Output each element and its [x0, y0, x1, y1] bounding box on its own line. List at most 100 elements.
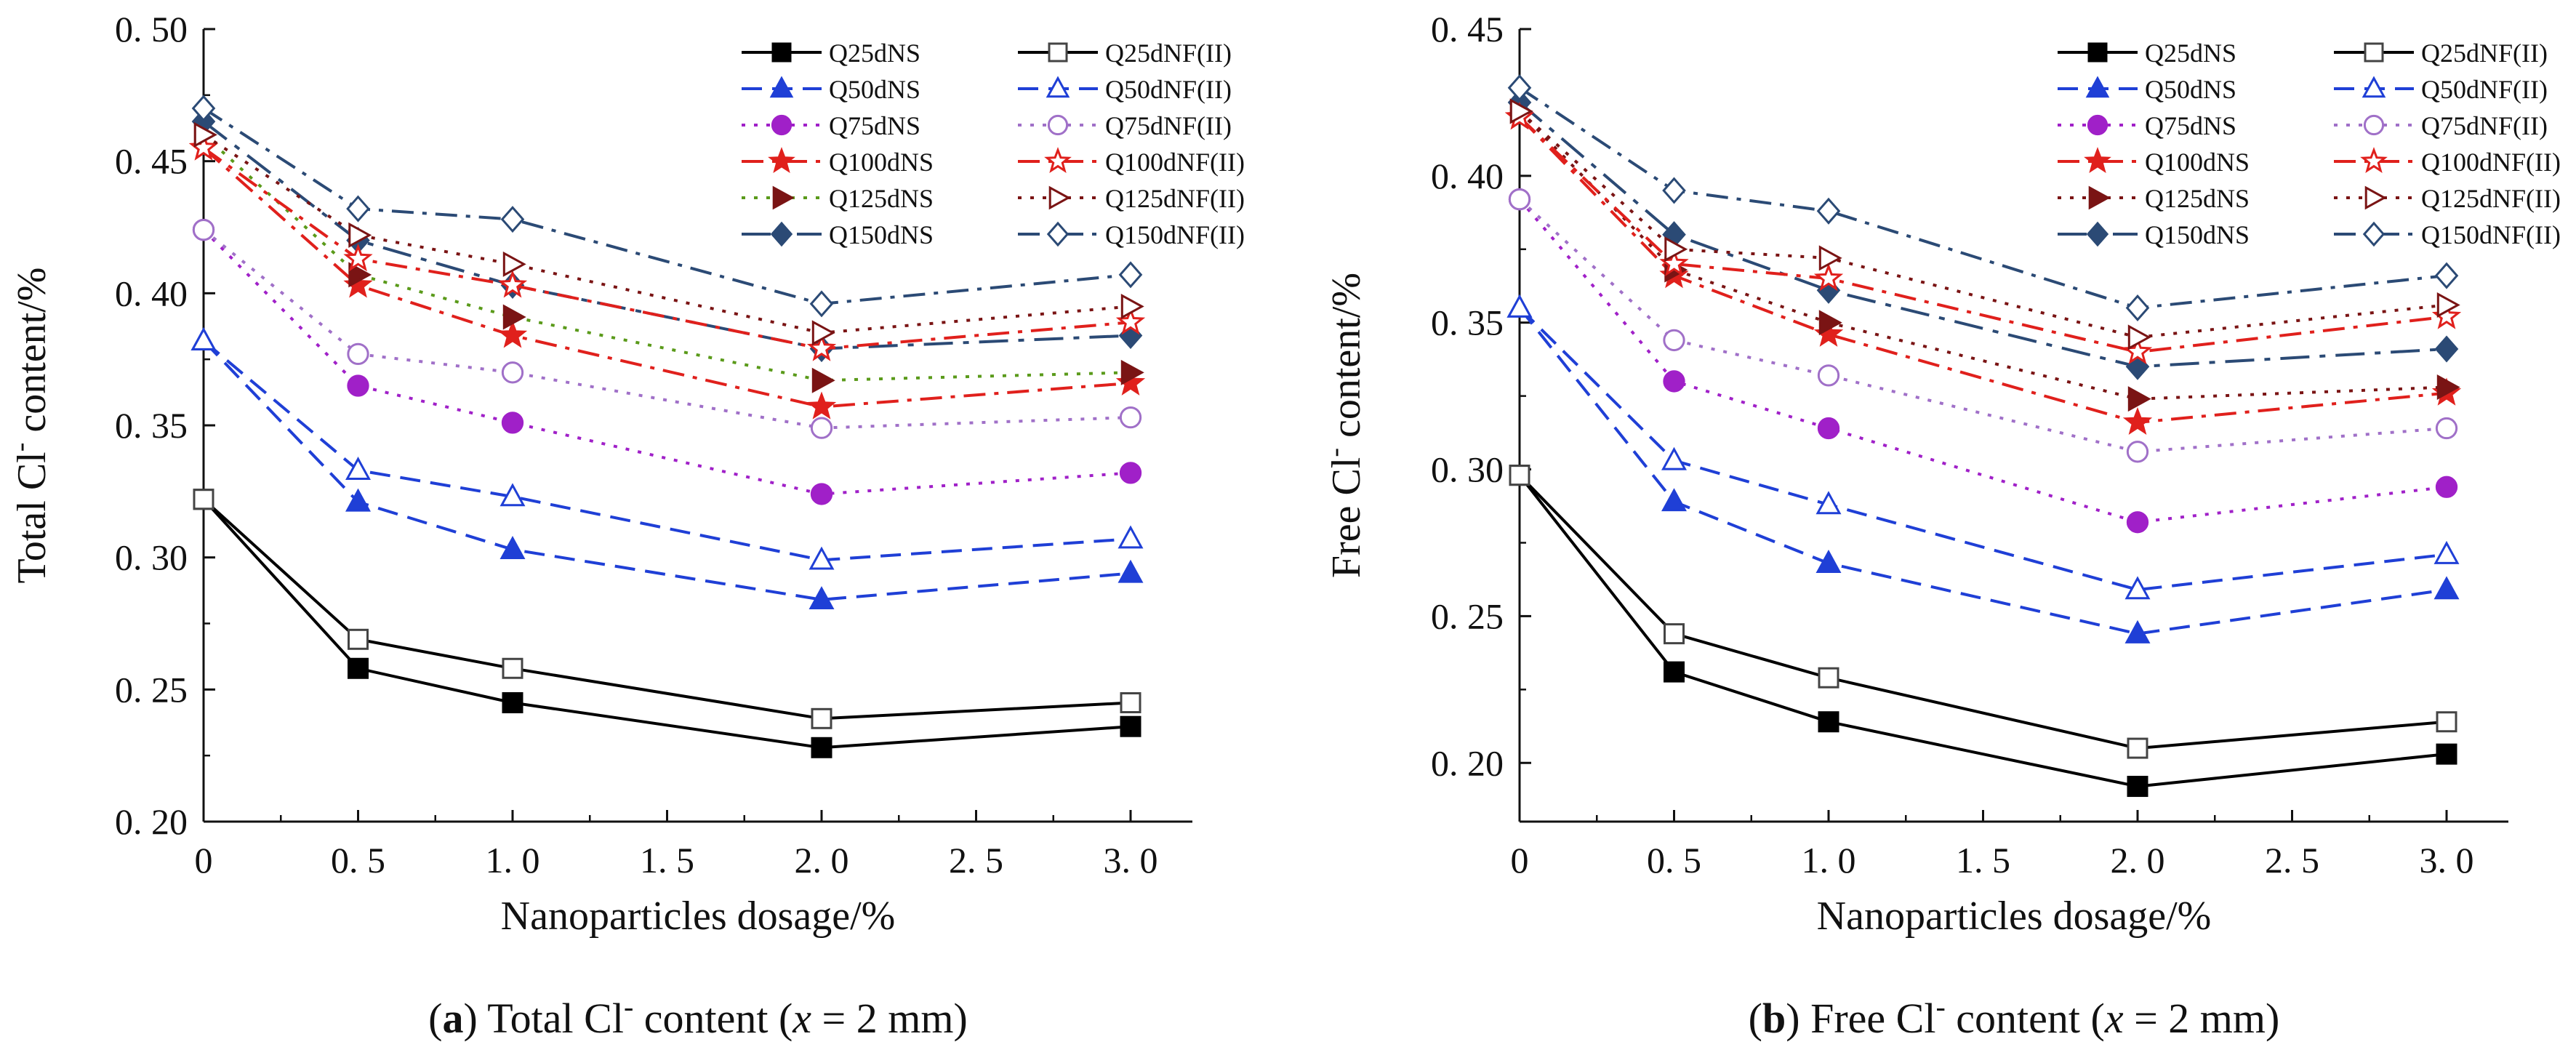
series-line — [1518, 110, 2447, 339]
legend-label: Q50dNF(II) — [2421, 75, 2548, 104]
data-point — [2436, 711, 2457, 733]
data-point — [1663, 370, 1685, 393]
data-point — [1664, 236, 1688, 262]
series-Q75dNF(II) — [1508, 188, 2458, 463]
data-point — [1815, 550, 1842, 573]
data-point — [192, 218, 215, 241]
series-Q50dNF(II) — [190, 327, 1144, 570]
legend-marker — [2364, 42, 2384, 63]
legend-label: Q75dNF(II) — [1105, 111, 1232, 140]
legend-marker — [771, 114, 793, 136]
data-point — [2122, 406, 2153, 436]
data-point — [808, 586, 835, 609]
data-point — [345, 488, 371, 512]
y-tick-label: 0. 50 — [115, 9, 188, 49]
legend-marker — [1048, 185, 1071, 210]
caption-text: Free Cl — [1800, 995, 1936, 1042]
caption-sup: - — [624, 990, 633, 1023]
legend-marker — [2362, 76, 2386, 98]
data-point — [2127, 324, 2151, 350]
data-point — [1506, 294, 1533, 318]
data-point — [501, 361, 524, 384]
y-axis-title-main: Total Cl — [9, 452, 55, 583]
x-axis-title: Nanoparticles dosage/% — [1817, 894, 2212, 939]
x-tick-label: 2. 0 — [795, 840, 849, 880]
data-point — [1509, 98, 1533, 124]
data-point — [1663, 329, 1685, 352]
y-axis-title: Total Cl- content/% — [5, 268, 55, 584]
data-point — [1119, 406, 1142, 429]
y-tick-label: 0. 40 — [115, 273, 188, 313]
legend-marker — [1047, 114, 1069, 136]
data-point — [810, 483, 833, 505]
series-Q150dNF(II) — [191, 95, 1143, 318]
data-point — [1120, 692, 1141, 713]
y-tick-label: 0. 30 — [1431, 449, 1504, 490]
data-point — [2127, 386, 2151, 412]
data-point — [499, 536, 526, 559]
series-line — [202, 133, 1131, 334]
caption-end: = 2 mm) — [811, 995, 968, 1042]
y-tick-label: 0. 20 — [1431, 742, 1504, 783]
data-point — [1664, 623, 1685, 645]
data-point — [2436, 374, 2460, 401]
series-line — [1518, 87, 2447, 310]
legend-label: Q125dNS — [829, 184, 934, 213]
data-point — [2433, 576, 2460, 600]
series-Q125dNS — [193, 121, 1144, 393]
legend-marker — [2360, 147, 2388, 174]
series-line — [1518, 101, 2447, 369]
legend-marker — [2364, 185, 2387, 210]
data-point — [502, 304, 526, 330]
data-point — [2436, 743, 2457, 765]
legend-label: Q100dNS — [829, 148, 934, 177]
data-point — [1120, 715, 1141, 737]
data-point — [811, 707, 832, 729]
data-point — [1118, 525, 1144, 549]
data-point — [1818, 245, 1842, 271]
x-tick-label: 0. 5 — [1647, 840, 1701, 880]
y-axis-title: Free Cl- content/% — [1320, 273, 1369, 578]
series-Q50dNF(II) — [1506, 294, 2460, 600]
legend-label: Q150dNS — [2145, 220, 2250, 249]
data-point — [1813, 262, 1844, 292]
data-point — [1507, 74, 1532, 102]
data-point — [191, 95, 216, 122]
legend-marker — [768, 147, 795, 174]
chart-panel-b: 0. 20 0. 25 0. 30 0. 35 0. 40 0. 45 0 0. 5 1. 0 1… — [1320, 9, 2561, 1042]
x-tick-label: 2. 5 — [949, 840, 1003, 880]
series-Q150dNF(II) — [1507, 74, 2459, 322]
legend-marker — [1046, 221, 1070, 247]
x-tick-label: 1. 5 — [1956, 840, 2010, 880]
series-Q25dNF(II) — [193, 489, 1141, 729]
series-Q100dNS — [1504, 101, 2462, 436]
series-line — [202, 228, 1131, 496]
series-Q150dNS — [191, 108, 1143, 363]
caption-open: ( — [428, 995, 442, 1042]
data-point — [193, 489, 214, 510]
data-point — [1119, 462, 1142, 484]
data-point — [1661, 488, 1687, 512]
caption-letter: a — [443, 995, 464, 1042]
data-point — [2124, 619, 2151, 643]
legend-label: Q50dNF(II) — [1105, 75, 1232, 104]
data-point — [1818, 667, 1839, 689]
x-tick-label: 1. 0 — [486, 840, 540, 880]
data-point — [501, 412, 524, 434]
data-point — [1118, 559, 1144, 583]
series-Q50dNS — [1506, 294, 2460, 643]
series-Q125dNF(II) — [1509, 98, 2460, 350]
data-point — [497, 270, 528, 298]
data-point — [810, 417, 833, 439]
legend-marker — [770, 221, 793, 247]
legend-label: Q100dNF(II) — [1105, 148, 1245, 177]
legend-label: Q150dNS — [829, 220, 934, 249]
caption-var: x — [2104, 995, 2124, 1042]
x-tick-label: 2. 0 — [2111, 840, 2165, 880]
legend-label: Q100dNF(II) — [2421, 148, 2561, 177]
series-Q25dNS — [193, 489, 1141, 758]
x-tick-label: 2. 5 — [2265, 840, 2319, 880]
legend-label: Q25dNS — [2145, 39, 2236, 68]
series-line — [1518, 474, 2447, 750]
series-line — [202, 147, 1131, 409]
